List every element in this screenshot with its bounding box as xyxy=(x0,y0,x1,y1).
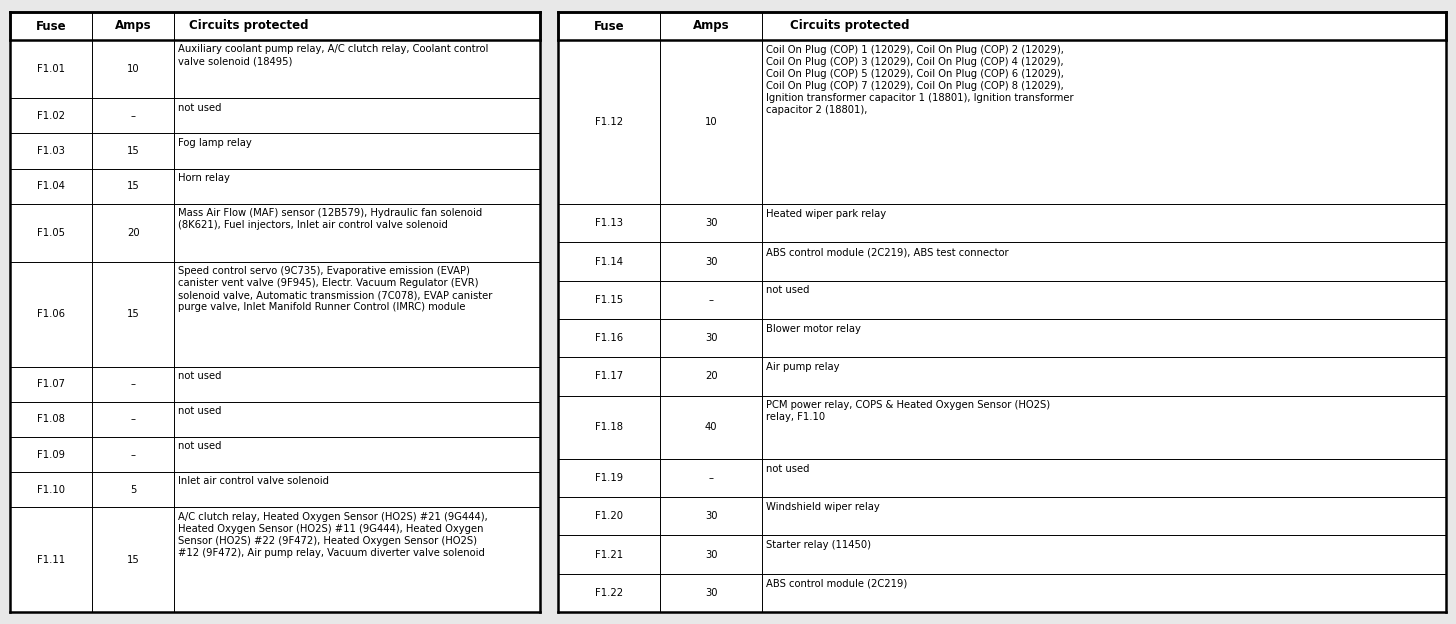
Text: F1.13: F1.13 xyxy=(596,218,623,228)
Text: Circuits protected: Circuits protected xyxy=(189,19,309,32)
Bar xyxy=(558,12,1446,612)
Text: not used: not used xyxy=(178,102,221,112)
Text: F1.09: F1.09 xyxy=(36,450,66,460)
Text: F1.03: F1.03 xyxy=(38,146,66,156)
Text: ABS control module (2C219): ABS control module (2C219) xyxy=(766,578,907,588)
Bar xyxy=(10,367,540,402)
Text: F1.12: F1.12 xyxy=(596,117,623,127)
Text: 10: 10 xyxy=(127,64,140,74)
Text: Blower motor relay: Blower motor relay xyxy=(766,324,860,334)
Text: F1.16: F1.16 xyxy=(596,333,623,343)
Bar xyxy=(10,12,540,612)
Text: F1.02: F1.02 xyxy=(36,111,66,121)
Text: PCM power relay, COPS & Heated Oxygen Sensor (HO2S)
relay, F1.10: PCM power relay, COPS & Heated Oxygen Se… xyxy=(766,400,1050,422)
Text: F1.08: F1.08 xyxy=(38,414,66,424)
Bar xyxy=(10,12,540,40)
Text: Windshield wiper relay: Windshield wiper relay xyxy=(766,502,879,512)
Bar xyxy=(558,396,1446,459)
Text: F1.04: F1.04 xyxy=(38,181,66,191)
Text: 30: 30 xyxy=(705,333,718,343)
Bar xyxy=(10,437,540,472)
Text: Fog lamp relay: Fog lamp relay xyxy=(178,138,252,148)
Bar xyxy=(558,281,1446,319)
Text: Mass Air Flow (MAF) sensor (12B579), Hydraulic fan solenoid
(8K621), Fuel inject: Mass Air Flow (MAF) sensor (12B579), Hyd… xyxy=(178,208,482,230)
Text: 5: 5 xyxy=(130,485,137,495)
Text: 15: 15 xyxy=(127,146,140,156)
Text: 30: 30 xyxy=(705,256,718,266)
Text: Speed control servo (9C735), Evaporative emission (EVAP)
canister vent valve (9F: Speed control servo (9C735), Evaporative… xyxy=(178,266,492,313)
Text: 30: 30 xyxy=(705,588,718,598)
Text: 40: 40 xyxy=(705,422,718,432)
Text: –: – xyxy=(709,473,713,483)
Text: A/C clutch relay, Heated Oxygen Sensor (HO2S) #21 (9G444),
Heated Oxygen Sensor : A/C clutch relay, Heated Oxygen Sensor (… xyxy=(178,512,488,558)
Text: F1.15: F1.15 xyxy=(596,295,623,305)
Text: Coil On Plug (COP) 1 (12029), Coil On Plug (COP) 2 (12029),
Coil On Plug (COP) 3: Coil On Plug (COP) 1 (12029), Coil On Pl… xyxy=(766,44,1075,115)
Bar xyxy=(558,319,1446,358)
Text: Circuits protected: Circuits protected xyxy=(789,19,909,32)
Text: Auxiliary coolant pump relay, A/C clutch relay, Coolant control
valve solenoid (: Auxiliary coolant pump relay, A/C clutch… xyxy=(178,44,489,66)
Text: F1.01: F1.01 xyxy=(36,64,66,74)
Text: Heated wiper park relay: Heated wiper park relay xyxy=(766,209,887,219)
Bar xyxy=(558,497,1446,535)
Bar xyxy=(558,358,1446,396)
Bar xyxy=(558,243,1446,281)
Text: not used: not used xyxy=(178,441,221,451)
Text: Horn relay: Horn relay xyxy=(178,173,230,183)
Text: 10: 10 xyxy=(705,117,718,127)
Bar xyxy=(10,507,540,612)
Text: Inlet air control valve solenoid: Inlet air control valve solenoid xyxy=(178,476,329,487)
Text: 15: 15 xyxy=(127,555,140,565)
Text: Starter relay (11450): Starter relay (11450) xyxy=(766,540,871,550)
Text: F1.21: F1.21 xyxy=(596,550,623,560)
Text: F1.11: F1.11 xyxy=(36,555,66,565)
Text: –: – xyxy=(131,111,135,121)
Bar xyxy=(558,12,1446,40)
Bar xyxy=(10,472,540,507)
Text: Fuse: Fuse xyxy=(36,19,67,32)
Bar xyxy=(10,168,540,204)
Text: 20: 20 xyxy=(705,371,718,381)
Text: Amps: Amps xyxy=(693,19,729,32)
Text: F1.20: F1.20 xyxy=(596,511,623,522)
Text: not used: not used xyxy=(178,406,221,416)
Bar xyxy=(558,204,1446,243)
Text: Amps: Amps xyxy=(115,19,151,32)
Bar xyxy=(558,459,1446,497)
Text: 15: 15 xyxy=(127,181,140,191)
Text: Air pump relay: Air pump relay xyxy=(766,362,840,372)
Text: ABS control module (2C219), ABS test connector: ABS control module (2C219), ABS test con… xyxy=(766,247,1009,257)
Bar xyxy=(558,535,1446,573)
Text: F1.10: F1.10 xyxy=(36,485,66,495)
Text: –: – xyxy=(131,379,135,389)
Text: 20: 20 xyxy=(127,228,140,238)
Text: –: – xyxy=(131,450,135,460)
Text: F1.18: F1.18 xyxy=(596,422,623,432)
Text: not used: not used xyxy=(178,371,221,381)
Text: not used: not used xyxy=(766,464,810,474)
Text: not used: not used xyxy=(766,285,810,295)
Bar xyxy=(10,262,540,367)
Text: 30: 30 xyxy=(705,511,718,522)
Text: F1.07: F1.07 xyxy=(36,379,66,389)
Text: F1.22: F1.22 xyxy=(596,588,623,598)
Bar xyxy=(10,40,540,99)
Text: F1.06: F1.06 xyxy=(36,310,66,319)
Bar xyxy=(10,204,540,262)
Text: 15: 15 xyxy=(127,310,140,319)
Text: F1.05: F1.05 xyxy=(36,228,66,238)
Bar xyxy=(558,573,1446,612)
Text: –: – xyxy=(131,414,135,424)
Text: 30: 30 xyxy=(705,218,718,228)
Bar xyxy=(10,134,540,168)
Bar xyxy=(10,402,540,437)
Text: 30: 30 xyxy=(705,550,718,560)
Bar xyxy=(10,99,540,134)
Text: F1.14: F1.14 xyxy=(596,256,623,266)
Text: –: – xyxy=(709,295,713,305)
Text: Fuse: Fuse xyxy=(594,19,625,32)
Text: F1.19: F1.19 xyxy=(596,473,623,483)
Text: F1.17: F1.17 xyxy=(596,371,623,381)
Bar xyxy=(558,40,1446,204)
